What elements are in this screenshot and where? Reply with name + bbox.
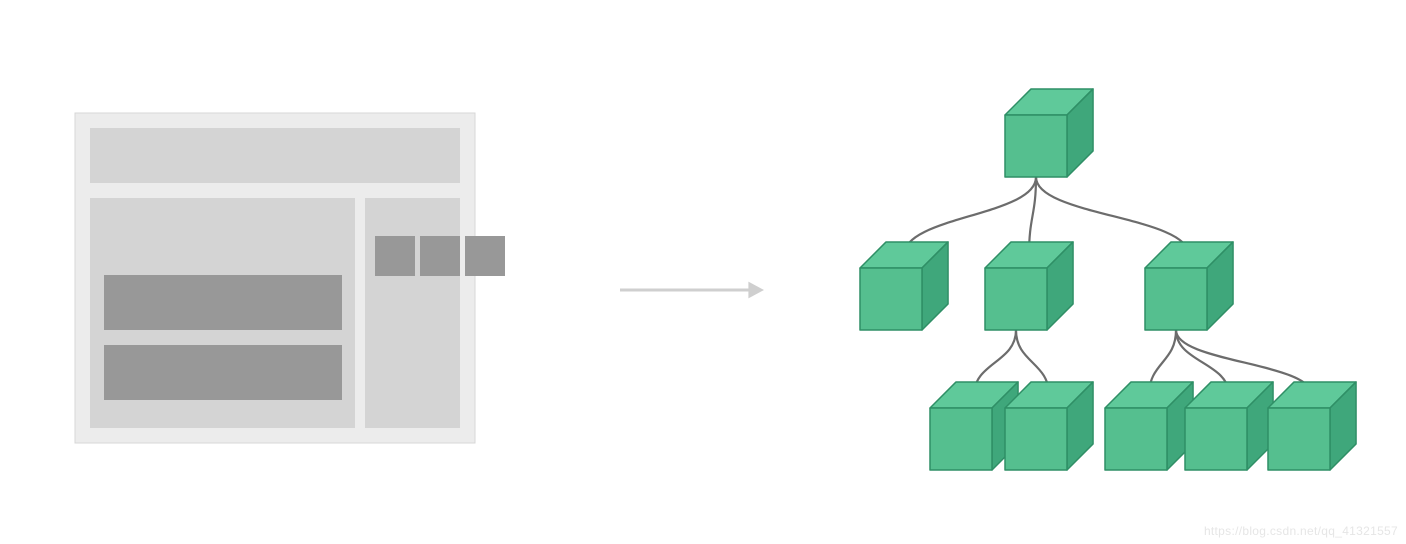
cube-b (985, 242, 1073, 330)
cube-front (860, 268, 922, 330)
wireframe-thumb-0 (375, 236, 415, 276)
wireframe-right-panel (365, 198, 460, 428)
wireframe (75, 113, 505, 443)
wireframe-row-0 (104, 275, 342, 330)
cube-c2 (1185, 382, 1273, 470)
cube-front (930, 408, 992, 470)
cube-c3 (1268, 382, 1356, 470)
cube-front (1268, 408, 1330, 470)
cube-front (985, 268, 1047, 330)
tree-edges (904, 177, 1312, 395)
watermark-text: https://blog.csdn.net/qq_41321557 (1204, 524, 1398, 538)
diagram-canvas (0, 0, 1406, 544)
wireframe-row-1 (104, 345, 342, 400)
wireframe-thumb-1 (420, 236, 460, 276)
cube-b2 (1005, 382, 1093, 470)
wireframe-thumb-2 (465, 236, 505, 276)
transform-arrow (620, 282, 764, 299)
cube-front (1005, 408, 1067, 470)
cube-front (1185, 408, 1247, 470)
arrow-head (748, 282, 764, 299)
cube-front (1105, 408, 1167, 470)
cube-root (1005, 89, 1093, 177)
cube-c1 (1105, 382, 1193, 470)
cube-front (1005, 115, 1067, 177)
wireframe-header (90, 128, 460, 183)
tree-nodes (860, 89, 1356, 470)
cube-front (1145, 268, 1207, 330)
cube-c (1145, 242, 1233, 330)
cube-a (860, 242, 948, 330)
